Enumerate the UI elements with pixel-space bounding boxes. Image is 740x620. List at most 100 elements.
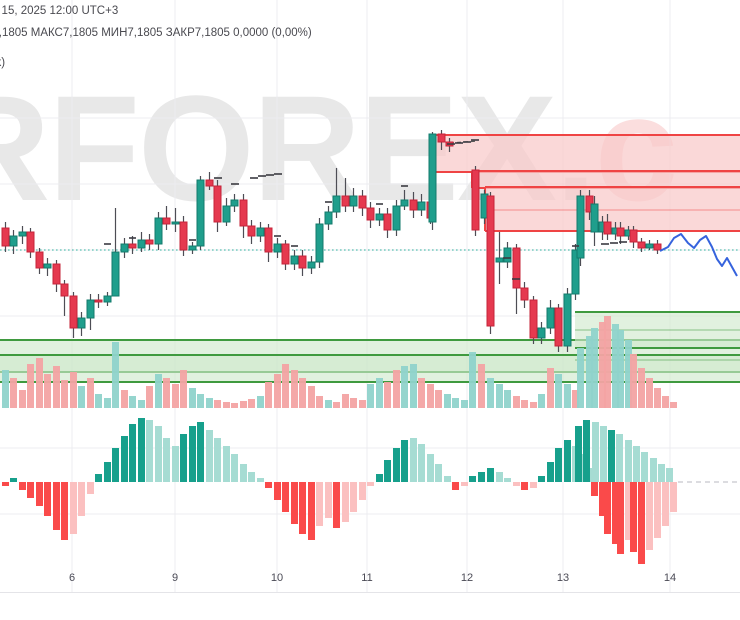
candle-body[interactable] <box>94 299 103 303</box>
candle-body[interactable] <box>546 307 555 329</box>
candle-body[interactable] <box>213 185 222 223</box>
candle-body[interactable] <box>26 231 35 253</box>
candle-body[interactable] <box>324 211 333 225</box>
chart-date-label: н 15, 2025 12:00 UTC+3 <box>0 5 119 17</box>
candle-body[interactable] <box>315 223 324 263</box>
candle-body[interactable] <box>188 245 197 251</box>
candle-body[interactable] <box>616 227 625 237</box>
volume-bar <box>591 328 598 408</box>
volume-bar <box>274 374 281 408</box>
candle-body[interactable] <box>417 201 426 211</box>
candle-body[interactable] <box>290 255 299 265</box>
candle-body[interactable] <box>137 239 146 249</box>
macd-histogram-bar <box>478 472 485 482</box>
candle-body[interactable] <box>77 317 86 329</box>
volume-bar <box>547 368 554 408</box>
candle-body[interactable] <box>332 195 341 213</box>
candle-body[interactable] <box>154 217 163 245</box>
candle-body[interactable] <box>230 199 239 207</box>
candle-body[interactable] <box>35 251 44 269</box>
candle-body[interactable] <box>69 295 78 329</box>
macd-histogram-bar <box>112 448 119 482</box>
candle-body[interactable] <box>281 243 290 265</box>
candle-body[interactable] <box>409 199 418 211</box>
candle-body[interactable] <box>366 207 375 221</box>
candle-body[interactable] <box>52 263 61 285</box>
candle-body[interactable] <box>18 231 27 237</box>
candle-body[interactable] <box>298 255 307 269</box>
macd-histogram-bar <box>670 482 677 512</box>
resistance-zone-1 <box>434 135 740 172</box>
volume-bar <box>384 382 391 408</box>
candle-body[interactable] <box>86 299 95 319</box>
candle-body[interactable] <box>495 257 504 263</box>
candle-body[interactable] <box>563 293 572 347</box>
candle-body[interactable] <box>196 179 205 247</box>
candle-body[interactable] <box>171 221 180 225</box>
macd-histogram-bar <box>469 476 476 482</box>
candle-body[interactable] <box>554 307 563 347</box>
volume-bar <box>410 364 417 408</box>
candle-body[interactable] <box>256 227 265 237</box>
volume-bar <box>248 399 255 408</box>
candle-body[interactable] <box>400 199 409 207</box>
macd-histogram-bar <box>547 462 554 482</box>
volume-bar <box>427 384 434 408</box>
volume-bar <box>359 400 366 408</box>
volume-bar <box>452 398 459 408</box>
candle-body[interactable] <box>162 217 171 225</box>
candle-body[interactable] <box>222 205 231 223</box>
candle-body[interactable] <box>247 225 256 237</box>
candle-body[interactable] <box>145 239 154 245</box>
candle-body[interactable] <box>645 243 654 249</box>
candle-body[interactable] <box>179 221 188 251</box>
candle-body[interactable] <box>273 243 282 253</box>
volume-bar <box>435 390 442 408</box>
candle-body[interactable] <box>1 227 10 247</box>
candle-body[interactable] <box>629 229 638 243</box>
candle-body[interactable] <box>576 195 585 259</box>
candle-body[interactable] <box>60 283 69 297</box>
candle-body[interactable] <box>111 251 120 297</box>
volume-bar <box>53 366 60 408</box>
volume-bar <box>401 366 408 408</box>
candle-body[interactable] <box>205 179 214 187</box>
candle-body[interactable] <box>529 299 538 339</box>
candle-body[interactable] <box>349 195 358 207</box>
volume-bar <box>265 382 272 408</box>
candle-body[interactable] <box>43 263 52 269</box>
candle-body[interactable] <box>392 205 401 231</box>
candle-body[interactable] <box>520 287 529 301</box>
candle-body[interactable] <box>503 247 512 263</box>
candle-body[interactable] <box>428 133 437 223</box>
candle-body[interactable] <box>307 261 316 269</box>
candle-body[interactable] <box>486 195 495 327</box>
candle-body[interactable] <box>103 295 112 303</box>
candle-body[interactable] <box>341 195 350 207</box>
macd-histogram-bar <box>325 482 332 518</box>
candle-body[interactable] <box>437 133 446 143</box>
candle-body[interactable] <box>264 227 273 253</box>
candle-body[interactable] <box>128 243 137 249</box>
volume-bar <box>189 388 196 408</box>
candle-body[interactable] <box>375 213 384 221</box>
macd-histogram-bar <box>223 446 230 482</box>
volume-bar <box>257 396 264 408</box>
candle-body[interactable] <box>120 243 129 253</box>
candle-body[interactable] <box>383 213 392 231</box>
macd-histogram-bar <box>342 482 349 522</box>
candle-body[interactable] <box>471 169 480 231</box>
candle-body[interactable] <box>537 327 546 339</box>
macd-histogram-bar <box>53 482 60 530</box>
candle-body[interactable] <box>653 243 662 251</box>
candle-body[interactable] <box>239 199 248 227</box>
candle-body[interactable] <box>9 235 18 247</box>
candle-body[interactable] <box>603 221 612 235</box>
candle-body[interactable] <box>637 241 646 249</box>
candle-body[interactable] <box>512 247 521 289</box>
candle-body[interactable] <box>590 203 599 233</box>
candle-body[interactable] <box>358 195 367 209</box>
candle-body[interactable] <box>571 249 580 295</box>
